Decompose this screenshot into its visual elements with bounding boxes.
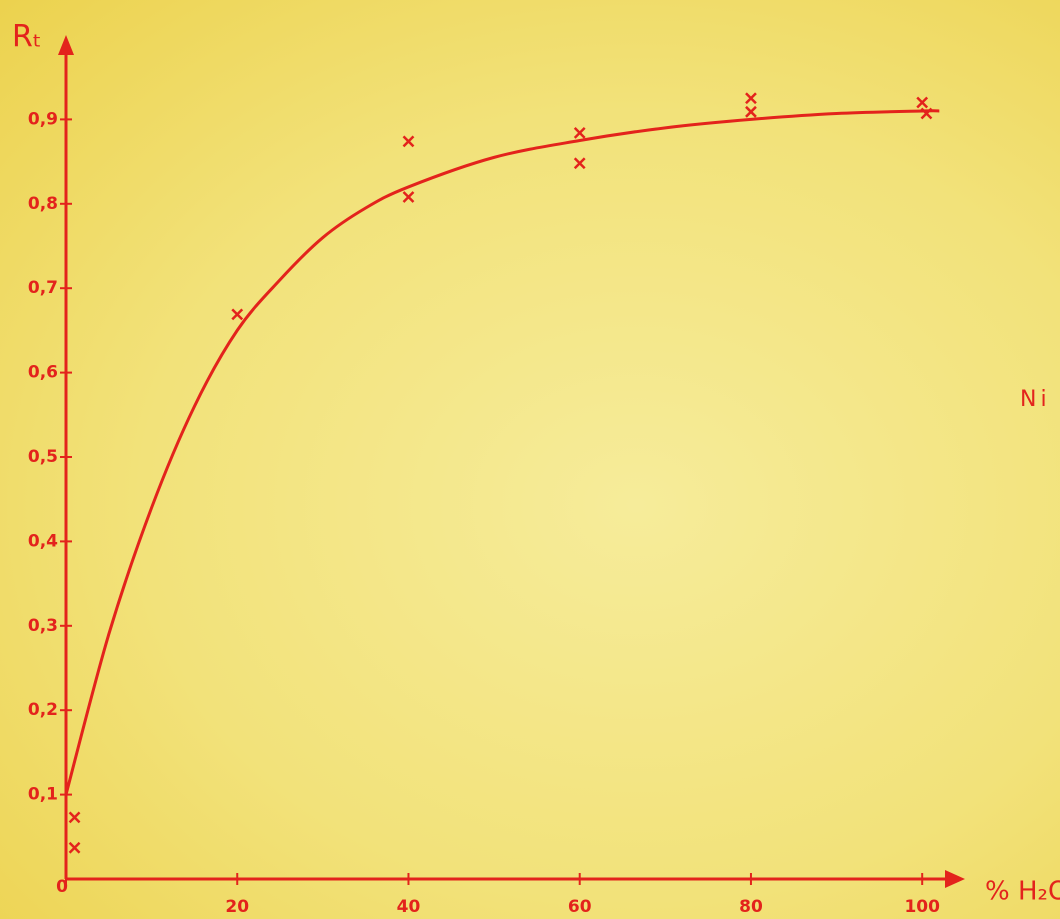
- x-tick-label: 60: [568, 897, 592, 917]
- x-tick-label: 80: [739, 897, 763, 917]
- y-tick-label: 0,3: [28, 616, 58, 636]
- y-tick-label: 0,6: [28, 363, 58, 383]
- data-point: [232, 309, 242, 319]
- x-arrow: [945, 870, 965, 888]
- y-tick-label: 0,8: [28, 194, 58, 214]
- page: {"chart_data": { "type": "scatter", "col…: [0, 0, 1060, 919]
- chart: Rₜ % H₂O Ni 0,1 0,2 0,3 0,4 0,5 0,6 0,7 0,8 0,9 0…: [0, 0, 1060, 919]
- data-point: [575, 158, 585, 168]
- fit-curve: [66, 111, 939, 795]
- data-point: [917, 98, 927, 108]
- data-point: [70, 812, 80, 822]
- data-point: [746, 107, 756, 117]
- x-tick-label: 20: [225, 897, 249, 917]
- x-tick-label: 40: [397, 897, 421, 917]
- data-point: [575, 128, 585, 138]
- y-tick-label: 0,4: [28, 531, 58, 551]
- y-axis-label: Rₜ: [12, 20, 42, 55]
- data-point: [746, 93, 756, 103]
- y-tick-label: 0,7: [28, 278, 58, 298]
- y-tick-label: 0,5: [28, 447, 58, 467]
- x-tick-label: 100: [904, 897, 940, 917]
- data-point: [70, 843, 80, 853]
- y-tick-label: 0,9: [28, 109, 58, 129]
- y-tick-label: 0,2: [28, 700, 58, 720]
- x-tick-label: 0: [56, 877, 68, 897]
- data-point: [403, 192, 413, 202]
- x-axis-label: % H₂O: [985, 877, 1060, 907]
- data-point: [403, 136, 413, 146]
- y-arrow: [58, 35, 74, 55]
- y-tick-label: 0,1: [28, 785, 58, 805]
- annotation: Ni: [1020, 387, 1051, 412]
